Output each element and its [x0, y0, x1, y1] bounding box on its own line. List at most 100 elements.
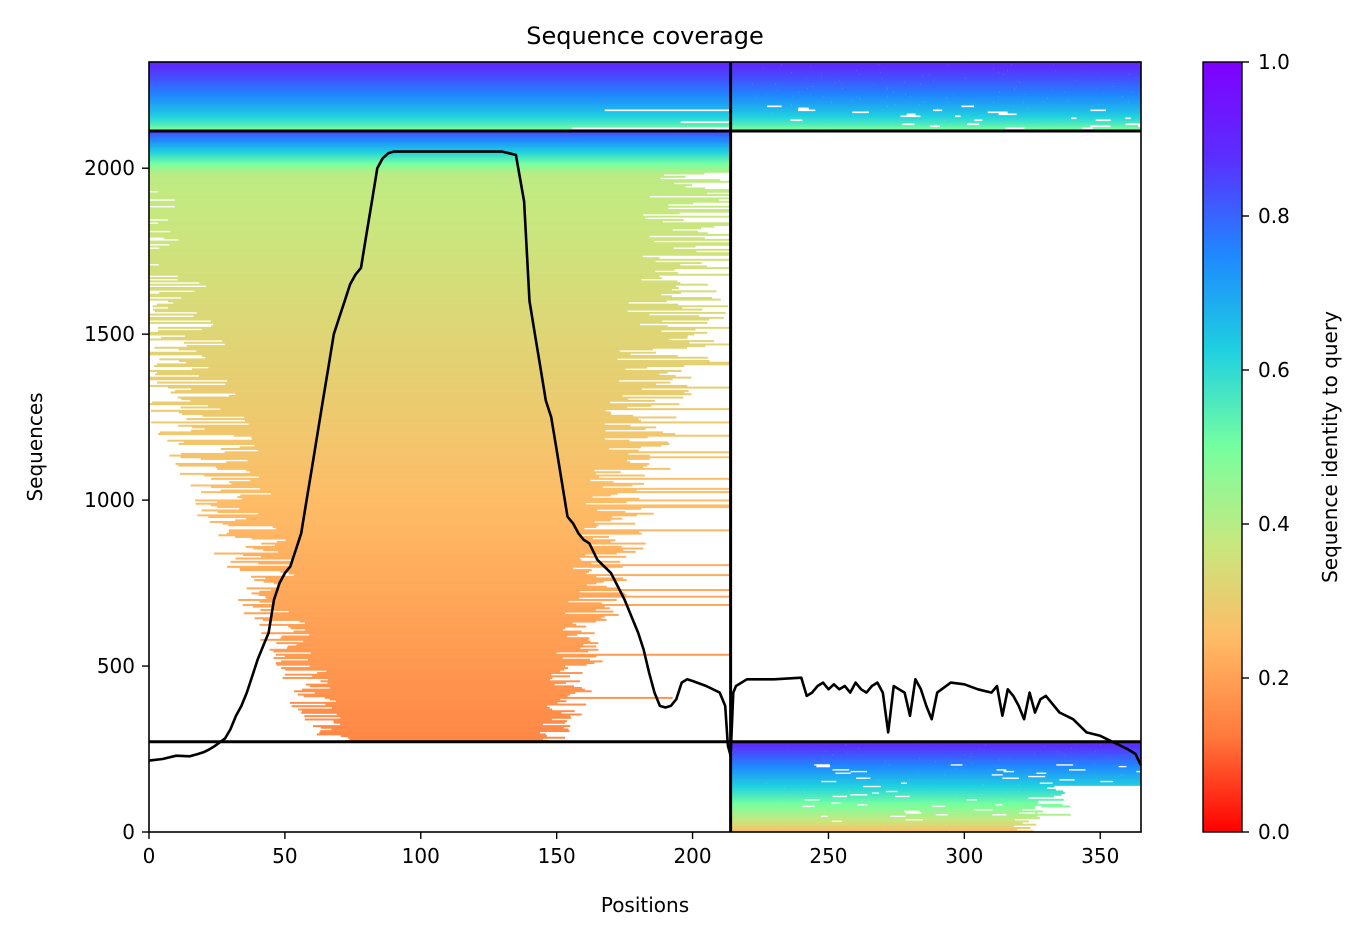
msa-row-paired-left [149, 95, 731, 98]
msa-segment-unpaired-right [897, 790, 1019, 793]
msa-row-paired-left [149, 89, 731, 92]
msa-segment-unpaired-right [786, 818, 906, 821]
x-tick-label: 250 [809, 844, 847, 868]
msa-row-unpaired-left [149, 318, 710, 321]
msa-row-unpaired-left [157, 381, 671, 384]
msa-row-unpaired-left [149, 248, 731, 251]
msa-row-unpaired-left [202, 355, 678, 358]
msa-row-unpaired-left [149, 202, 694, 205]
msa-segment-unpaired-right [1047, 773, 1122, 776]
msa-segment-paired-right [821, 71, 881, 74]
msa-segment-paired-right [1037, 123, 1126, 126]
x-axis: 0 50 100 150 200 250 300 350 [143, 832, 1119, 868]
msa-segment-paired-right [730, 107, 799, 110]
msa-row-unpaired-left [149, 228, 673, 231]
msa-row-unpaired-left [269, 615, 605, 618]
msa-row-unpaired-left [235, 519, 612, 522]
msa-row-paired-left [149, 97, 731, 100]
coverage-heatmap [149, 62, 1141, 832]
msa-row-unpaired-left [167, 439, 630, 442]
msa-segment-unpaired-right [971, 802, 1038, 805]
msa-segment-unpaired-right [730, 792, 873, 795]
msa-row-unpaired-left [210, 504, 731, 507]
msa-segment-unpaired-right [925, 800, 1014, 803]
x-tick-label: 100 [402, 844, 440, 868]
msa-segment-paired-right [973, 103, 1055, 106]
msa-row-unpaired-left [181, 398, 629, 401]
msa-row-unpaired-left [245, 545, 622, 548]
msa-segment-paired-right [1131, 91, 1141, 94]
msa-row-unpaired-left [340, 723, 543, 726]
msa-row-unpaired-left [291, 705, 548, 708]
msa-row-unpaired-left [325, 703, 587, 706]
msa-segment-paired-right [851, 99, 973, 102]
msa-segment-unpaired-right [949, 830, 1009, 832]
msa-segment-unpaired-right [784, 787, 920, 790]
msa-row-unpaired-left [149, 232, 708, 235]
msa-row-unpaired-left [149, 260, 656, 263]
msa-segment-unpaired-right [730, 780, 822, 783]
msa-segment-unpaired-right [1041, 805, 1070, 808]
msa-row-unpaired-left [149, 223, 731, 226]
msa-segment-unpaired-right [851, 825, 943, 828]
msa-segment-paired-right [1054, 103, 1099, 106]
msa-row-unpaired-left [217, 467, 671, 470]
msa-row-paired-left [149, 99, 731, 102]
msa-segment-paired-right [887, 87, 975, 90]
msa-segment-paired-right [1114, 113, 1141, 116]
msa-segment-paired-right [810, 93, 906, 96]
msa-row-unpaired-left [168, 306, 683, 309]
msa-row-unpaired-left [239, 507, 642, 510]
msa-row-unpaired-left [251, 592, 625, 595]
msa-segment-paired-right [1097, 71, 1141, 74]
msa-row-unpaired-left [247, 459, 627, 462]
msa-row-unpaired-left [149, 159, 731, 162]
msa-row-unpaired-left [250, 479, 591, 482]
msa-segment-unpaired-right [939, 780, 986, 783]
x-tick-label: 0 [143, 844, 156, 868]
msa-row-unpaired-left [220, 489, 637, 492]
msa-row-unpaired-left [261, 632, 595, 635]
msa-segment-paired-right [893, 91, 1000, 94]
msa-row-unpaired-left [186, 345, 706, 348]
msa-row-unpaired-left [149, 255, 643, 258]
msa-segment-paired-right [730, 113, 773, 116]
msa-segment-paired-right [730, 127, 823, 130]
msa-segment-paired-right [1122, 95, 1141, 98]
msa-segment-unpaired-right [803, 790, 849, 793]
msa-segment-unpaired-right [830, 765, 908, 768]
msa-row-unpaired-left [173, 301, 629, 304]
msa-segment-unpaired-right [919, 787, 1048, 790]
msa-segment-unpaired-right [841, 820, 895, 823]
msa-segment-paired-right [942, 109, 1008, 112]
msa-segment-unpaired-right [730, 767, 837, 770]
msa-row-unpaired-left [294, 690, 592, 693]
msa-row-unpaired-left [159, 292, 682, 294]
msa-row-unpaired-left [289, 564, 731, 567]
msa-segment-paired-right [1098, 103, 1141, 106]
msa-row-unpaired-left [281, 635, 568, 638]
msa-row-unpaired-left [178, 348, 653, 351]
msa-segment-unpaired-right [1073, 763, 1141, 766]
msa-segment-unpaired-right [957, 812, 1020, 815]
msa-segment-unpaired-right [730, 808, 844, 811]
msa-segment-unpaired-right [859, 822, 913, 825]
msa-segment-paired-right [937, 107, 1029, 110]
msa-segment-paired-right [1115, 62, 1141, 64]
msa-row-unpaired-left [174, 205, 731, 208]
msa-segment-paired-right [1129, 73, 1141, 76]
msa-row-unpaired-left [149, 242, 731, 245]
msa-segment-unpaired-right [867, 813, 936, 816]
msa-segment-unpaired-right [926, 797, 1029, 800]
msa-segment-unpaired-right [985, 780, 1101, 783]
colorbar-tick-label: 0.6 [1258, 358, 1290, 382]
msa-row-unpaired-left [154, 310, 628, 313]
msa-row-paired-left [149, 67, 731, 70]
msa-row-unpaired-left [278, 584, 587, 587]
msa-segment-paired-right [755, 97, 860, 100]
msa-segment-unpaired-right [824, 812, 906, 815]
y-axis-label: Sequences [23, 392, 47, 501]
msa-row-unpaired-left [243, 554, 586, 557]
msa-row-unpaired-left [149, 149, 731, 152]
msa-segment-paired-right [1110, 119, 1141, 122]
